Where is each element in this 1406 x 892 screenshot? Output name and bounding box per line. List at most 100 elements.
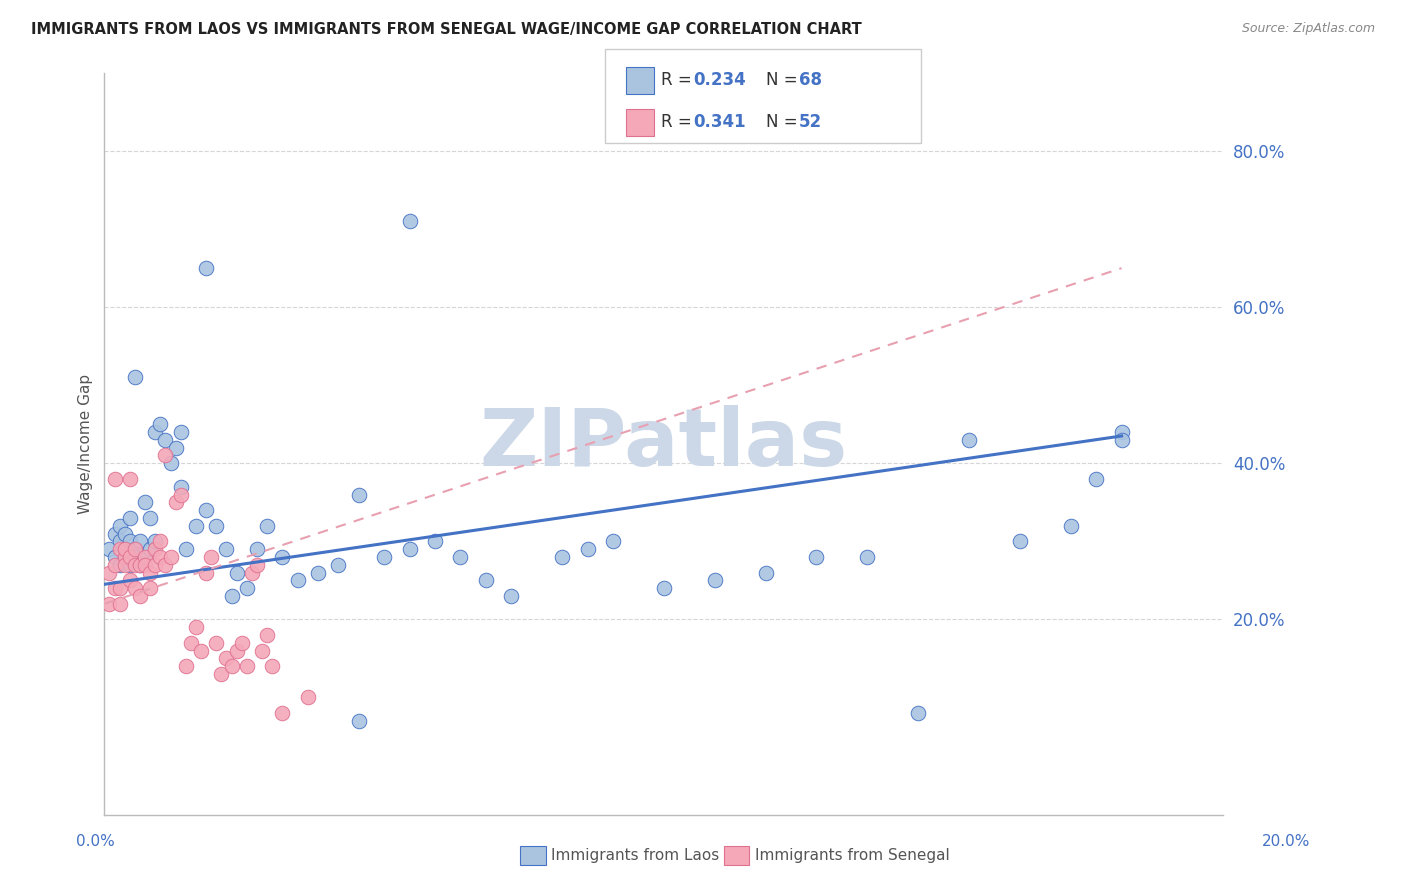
Point	[108, 558, 131, 572]
Text: ZIPatlas: ZIPatlas	[479, 405, 848, 483]
Text: 52: 52	[799, 113, 821, 131]
Point	[98, 542, 121, 557]
Point	[114, 526, 136, 541]
Point	[602, 534, 624, 549]
Point	[205, 636, 228, 650]
Point	[231, 636, 253, 650]
Point	[114, 549, 136, 564]
Point	[195, 261, 218, 276]
Point	[184, 518, 207, 533]
Point	[118, 549, 141, 564]
Y-axis label: Wage/Income Gap: Wage/Income Gap	[79, 374, 93, 514]
Point	[501, 589, 523, 603]
Text: Immigrants from Senegal: Immigrants from Senegal	[755, 848, 950, 863]
Point	[576, 542, 599, 557]
Point	[149, 549, 172, 564]
Text: R =: R =	[661, 113, 697, 131]
Point	[129, 589, 152, 603]
Point	[143, 425, 166, 439]
Text: 68: 68	[799, 71, 821, 89]
Point	[262, 659, 284, 673]
Point	[449, 549, 471, 564]
Point	[236, 581, 259, 595]
Point	[98, 597, 121, 611]
Point	[118, 558, 141, 572]
Text: IMMIGRANTS FROM LAOS VS IMMIGRANTS FROM SENEGAL WAGE/INCOME GAP CORRELATION CHAR: IMMIGRANTS FROM LAOS VS IMMIGRANTS FROM …	[31, 22, 862, 37]
Point	[103, 472, 125, 486]
Point	[114, 558, 136, 572]
Text: 20.0%: 20.0%	[1263, 834, 1310, 849]
Point	[287, 574, 309, 588]
Point	[118, 511, 141, 525]
Point	[215, 542, 238, 557]
Point	[134, 549, 156, 564]
Point	[149, 417, 172, 432]
Point	[551, 549, 574, 564]
Point	[170, 487, 193, 501]
Point	[129, 558, 152, 572]
Point	[236, 659, 259, 673]
Point	[398, 542, 420, 557]
Point	[98, 566, 121, 580]
Point	[205, 518, 228, 533]
Text: 0.234: 0.234	[693, 71, 747, 89]
Point	[271, 549, 294, 564]
Point	[103, 581, 125, 595]
Point	[195, 503, 218, 517]
Point	[755, 566, 778, 580]
Point	[159, 456, 181, 470]
Point	[652, 581, 675, 595]
Point	[103, 549, 125, 564]
Point	[209, 667, 232, 681]
Text: Immigrants from Laos: Immigrants from Laos	[551, 848, 720, 863]
Point	[108, 542, 131, 557]
Point	[221, 589, 243, 603]
Point	[108, 581, 131, 595]
Point	[1085, 472, 1108, 486]
Text: R =: R =	[661, 71, 697, 89]
Point	[165, 495, 187, 509]
Point	[256, 628, 278, 642]
Text: 0.341: 0.341	[693, 113, 745, 131]
Point	[124, 581, 146, 595]
Text: Source: ZipAtlas.com: Source: ZipAtlas.com	[1241, 22, 1375, 36]
Point	[134, 495, 156, 509]
Point	[1060, 518, 1083, 533]
Point	[124, 542, 146, 557]
Point	[155, 433, 177, 447]
Point	[856, 549, 879, 564]
Point	[373, 549, 395, 564]
Point	[103, 558, 125, 572]
Point	[118, 472, 141, 486]
Point	[139, 511, 162, 525]
Point	[129, 534, 152, 549]
Point	[134, 558, 156, 572]
Point	[108, 534, 131, 549]
Point	[246, 558, 269, 572]
Point	[114, 549, 136, 564]
Point	[1111, 433, 1133, 447]
Point	[215, 651, 238, 665]
Point	[174, 659, 197, 673]
Point	[124, 549, 146, 564]
Point	[165, 441, 187, 455]
Text: N =: N =	[766, 113, 803, 131]
Point	[256, 518, 278, 533]
Point	[139, 566, 162, 580]
Point	[703, 574, 725, 588]
Point	[225, 643, 247, 657]
Point	[271, 706, 294, 720]
Point	[124, 558, 146, 572]
Point	[103, 526, 125, 541]
Point	[225, 566, 247, 580]
Point	[134, 549, 156, 564]
Point	[240, 566, 263, 580]
Point	[155, 449, 177, 463]
Point	[118, 574, 141, 588]
Point	[307, 566, 329, 580]
Point	[118, 534, 141, 549]
Point	[423, 534, 446, 549]
Text: N =: N =	[766, 71, 803, 89]
Point	[347, 714, 370, 728]
Point	[174, 542, 197, 557]
